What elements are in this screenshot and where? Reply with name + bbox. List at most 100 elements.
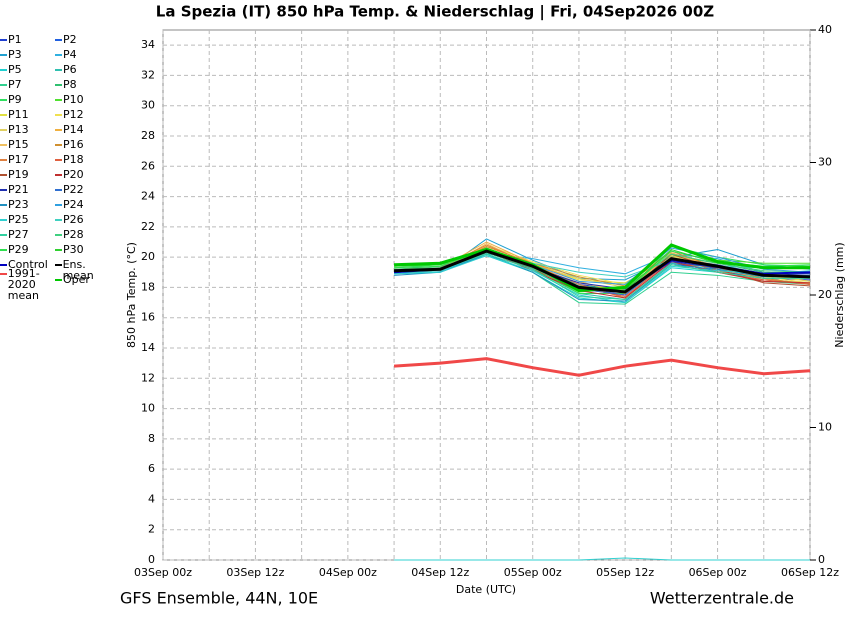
legend-marker — [0, 69, 7, 71]
y-tick-label: 22 — [141, 220, 155, 233]
legend-label: P9 — [8, 93, 22, 106]
legend-label: P27 — [8, 228, 29, 241]
legend-marker — [0, 174, 7, 176]
y-tick-label: 6 — [148, 462, 155, 475]
legend-label: P24 — [63, 198, 84, 211]
legend-label: P13 — [8, 123, 29, 136]
legend-label: P12 — [63, 108, 84, 121]
legend-item: P5 — [0, 64, 62, 75]
series-line — [394, 249, 811, 294]
series-line — [393, 357, 811, 377]
legend-item: Control — [0, 259, 62, 270]
legend-marker — [0, 219, 7, 221]
legend-item: P28 — [55, 229, 117, 240]
legend-item: P7 — [0, 79, 62, 90]
y-tick-label: 8 — [148, 432, 155, 445]
legend-label: P4 — [63, 48, 77, 61]
legend-marker — [0, 84, 7, 86]
legend-marker — [55, 114, 62, 116]
legend-label: P17 — [8, 153, 29, 166]
legend-marker — [0, 159, 7, 161]
legend-label: P2 — [63, 33, 77, 46]
legend-item: P8 — [55, 79, 117, 90]
legend-marker — [0, 273, 7, 275]
legend-label: P23 — [8, 198, 29, 211]
y-axis-label: 850 hPa Temp. (°C) — [125, 242, 138, 348]
y-tick-label: 18 — [141, 280, 155, 293]
legend-marker — [55, 219, 62, 221]
y-tick-label: 16 — [141, 311, 155, 324]
legend-marker — [55, 99, 62, 101]
legend-item: P27 — [0, 229, 62, 240]
x-tick-label: 05Sep 00z — [504, 566, 562, 579]
legend-label: P19 — [8, 168, 29, 181]
y2-tick-label: 0 — [818, 553, 825, 566]
legend-item: P18 — [55, 154, 117, 165]
legend-label: P30 — [63, 243, 84, 256]
legend-label: P28 — [63, 228, 84, 241]
x-tick-label: 06Sep 12z — [781, 566, 839, 579]
legend-marker — [0, 264, 7, 266]
y2-tick-label: 40 — [818, 23, 832, 36]
legend-item: P22 — [55, 184, 117, 195]
legend-marker — [0, 249, 7, 251]
y-tick-label: 32 — [141, 68, 155, 81]
legend-label: P18 — [63, 153, 84, 166]
legend-label: P20 — [63, 168, 84, 181]
legend-marker — [0, 144, 7, 146]
legend-item: 1991-2020 mean — [0, 268, 62, 301]
legend-marker — [55, 54, 62, 56]
series-line — [394, 253, 811, 302]
legend-item: P23 — [0, 199, 62, 210]
legend-label: P14 — [63, 123, 84, 136]
legend-marker — [0, 54, 7, 56]
legend-marker — [0, 129, 7, 131]
legend-label: P26 — [63, 213, 84, 226]
legend-label: P3 — [8, 48, 22, 61]
y-tick-label: 20 — [141, 250, 155, 263]
legend-item: P17 — [0, 154, 62, 165]
legend-item: P3 — [0, 49, 62, 60]
legend-label: P8 — [63, 78, 77, 91]
y-tick-label: 34 — [141, 38, 155, 51]
legend-item: P19 — [0, 169, 62, 180]
legend-item: P2 — [55, 34, 117, 45]
y-tick-label: 10 — [141, 402, 155, 415]
legend-item: P24 — [55, 199, 117, 210]
chart-title: La Spezia (IT) 850 hPa Temp. & Niedersch… — [156, 3, 715, 22]
legend-item: P26 — [55, 214, 117, 225]
legend-marker — [0, 204, 7, 206]
legend-label: P7 — [8, 78, 22, 91]
legend-item: P25 — [0, 214, 62, 225]
y2-tick-label: 10 — [818, 421, 832, 434]
legend-item: P1 — [0, 34, 62, 45]
legend-marker — [55, 234, 62, 236]
legend-label: Control — [8, 258, 48, 271]
x-tick-label: 04Sep 00z — [319, 566, 377, 579]
legend-marker — [55, 189, 62, 191]
legend-item: P11 — [0, 109, 62, 120]
legend-label: P29 — [8, 243, 29, 256]
legend-marker — [55, 129, 62, 131]
legend-item: P21 — [0, 184, 62, 195]
legend-marker — [55, 39, 62, 41]
legend-item: P4 — [55, 49, 117, 60]
y-tick-label: 28 — [141, 129, 155, 142]
legend-marker — [55, 84, 62, 86]
y-tick-label: 4 — [148, 492, 155, 505]
y2-axis-label: Niederschlag (mm) — [833, 242, 846, 347]
x-tick-label: 06Sep 00z — [689, 566, 747, 579]
x-tick-label: 05Sep 12z — [596, 566, 654, 579]
x-tick-label: 03Sep 12z — [226, 566, 284, 579]
legend-item: P6 — [55, 64, 117, 75]
legend-marker — [55, 249, 62, 251]
legend-label: P16 — [63, 138, 84, 151]
legend-label: P10 — [63, 93, 84, 106]
legend-item: Ens. mean — [55, 259, 117, 281]
y-tick-label: 2 — [148, 523, 155, 536]
y-tick-label: 26 — [141, 159, 155, 172]
legend-marker — [55, 144, 62, 146]
legend-item: P14 — [55, 124, 117, 135]
legend-label: P1 — [8, 33, 22, 46]
